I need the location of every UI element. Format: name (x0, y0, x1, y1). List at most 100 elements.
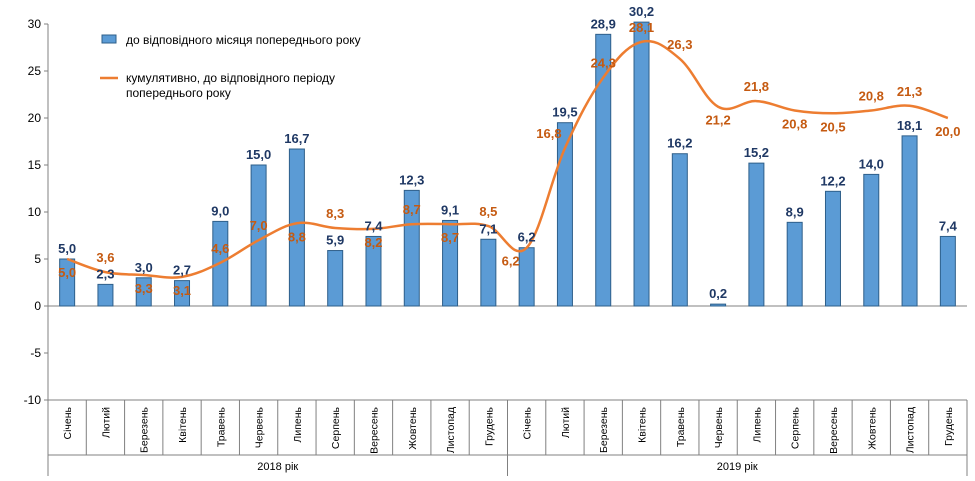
y-tick-label: -5 (30, 346, 41, 360)
line-value-label: 8,2 (364, 235, 382, 250)
bar (174, 280, 191, 307)
bar-value-label: 28,9 (591, 16, 616, 31)
bar-value-label: 15,2 (744, 145, 769, 160)
bar (327, 250, 344, 307)
line-value-label: 28,1 (629, 20, 654, 35)
line-value-label: 21,2 (705, 113, 730, 128)
bar-value-label: 7,4 (939, 218, 958, 233)
line-value-label: 3,3 (135, 281, 153, 296)
bar (480, 238, 497, 307)
bar (901, 135, 918, 307)
bar (710, 303, 727, 307)
y-tick-label: -10 (24, 393, 42, 407)
category-label: Лютий (560, 407, 572, 438)
category-label: Листопад (445, 407, 457, 453)
bar-value-label: 2,3 (96, 266, 114, 281)
y-tick-label: 10 (28, 205, 42, 219)
category-label: Липень (292, 406, 304, 442)
bar (135, 277, 152, 307)
bar-value-label: 9,1 (441, 202, 459, 217)
category-label: Січень (522, 406, 534, 439)
bar (365, 235, 382, 307)
y-tick-label: 15 (28, 158, 42, 172)
bar (633, 21, 650, 307)
bar-value-label: 16,7 (284, 131, 309, 146)
category-label: Березень (598, 406, 610, 453)
line-value-label: 6,2 (502, 254, 520, 269)
legend-label-bars: до відповідного місяця попереднього року (126, 33, 361, 47)
bar-value-label: 5,0 (58, 241, 76, 256)
bar-value-label: 8,9 (786, 204, 804, 219)
y-tick-label: 25 (28, 64, 42, 78)
bar (863, 173, 880, 307)
bar-value-label: 6,2 (518, 230, 536, 245)
bar-value-label: 3,0 (135, 260, 153, 275)
category-label: Жовтень (866, 406, 878, 449)
bar (748, 162, 765, 307)
bar (939, 235, 956, 307)
bar (824, 190, 841, 307)
category-label: Січень (62, 406, 74, 439)
bar-value-label: 7,4 (364, 218, 383, 233)
line-value-label: 4,6 (211, 241, 229, 256)
category-label: Квітень (177, 406, 189, 442)
category-label: Червень (254, 406, 266, 448)
category-label: Липень (751, 406, 763, 442)
bar-value-label: 15,0 (246, 147, 271, 162)
bar-value-label: 30,2 (629, 4, 654, 19)
bar (403, 189, 420, 307)
category-label: Грудень (483, 406, 495, 445)
line-value-label: 20,0 (935, 124, 960, 139)
line-value-label: 8,7 (441, 230, 459, 245)
category-label: Жовтень (407, 406, 419, 449)
bar-series (59, 21, 956, 307)
line-value-label: 8,8 (288, 229, 306, 244)
category-label: Листопад (905, 407, 917, 453)
category-label: Червень (713, 406, 725, 448)
category-label: Лютий (100, 407, 112, 438)
line-value-label: 21,8 (744, 79, 769, 94)
year-group-label: 2019 рік (717, 461, 758, 473)
line-value-label: 20,8 (782, 116, 807, 131)
bar (556, 122, 573, 307)
bar (59, 258, 76, 307)
legend-label-line-2: попереднього року (126, 86, 231, 100)
y-tick-label: 30 (28, 17, 42, 31)
bar (786, 221, 803, 307)
line-value-label: 8,5 (479, 204, 497, 219)
category-label: Вересень (368, 406, 380, 453)
bar-value-label: 14,0 (859, 156, 884, 171)
line-value-label: 26,3 (667, 37, 692, 52)
y-tick-label: 0 (34, 299, 41, 313)
category-label: Травень (215, 406, 227, 447)
line-value-label: 21,3 (897, 84, 922, 99)
legend-swatch-bars (101, 34, 117, 44)
bar-value-label: 9,0 (211, 203, 229, 218)
bar-value-label: 2,7 (173, 263, 191, 278)
bar (518, 247, 535, 307)
y-tick-label: 20 (28, 111, 42, 125)
y-tick-label: 5 (34, 252, 41, 266)
category-label: Серпень (790, 406, 802, 449)
line-value-label: 24,3 (591, 56, 616, 71)
category-label: Травень (675, 406, 687, 447)
category-label: Березень (139, 406, 151, 453)
line-value-label: 16,8 (536, 126, 561, 141)
bar (288, 148, 305, 307)
bar-value-label: 19,5 (552, 105, 577, 120)
bar-value-label: 0,2 (709, 286, 727, 301)
bar (250, 164, 267, 307)
bar-value-label: 7,1 (479, 221, 497, 236)
category-label: Вересень (828, 406, 840, 453)
bar (595, 33, 612, 307)
category-label: Квітень (637, 406, 649, 442)
bar-value-label: 12,2 (820, 173, 845, 188)
category-label: Серпень (330, 406, 342, 449)
line-value-label: 5,0 (58, 265, 76, 280)
line-value-label: 8,3 (326, 206, 344, 221)
bar-value-label: 18,1 (897, 118, 922, 133)
bar-value-label: 16,2 (667, 136, 692, 151)
bar-value-label: 5,9 (326, 233, 344, 248)
